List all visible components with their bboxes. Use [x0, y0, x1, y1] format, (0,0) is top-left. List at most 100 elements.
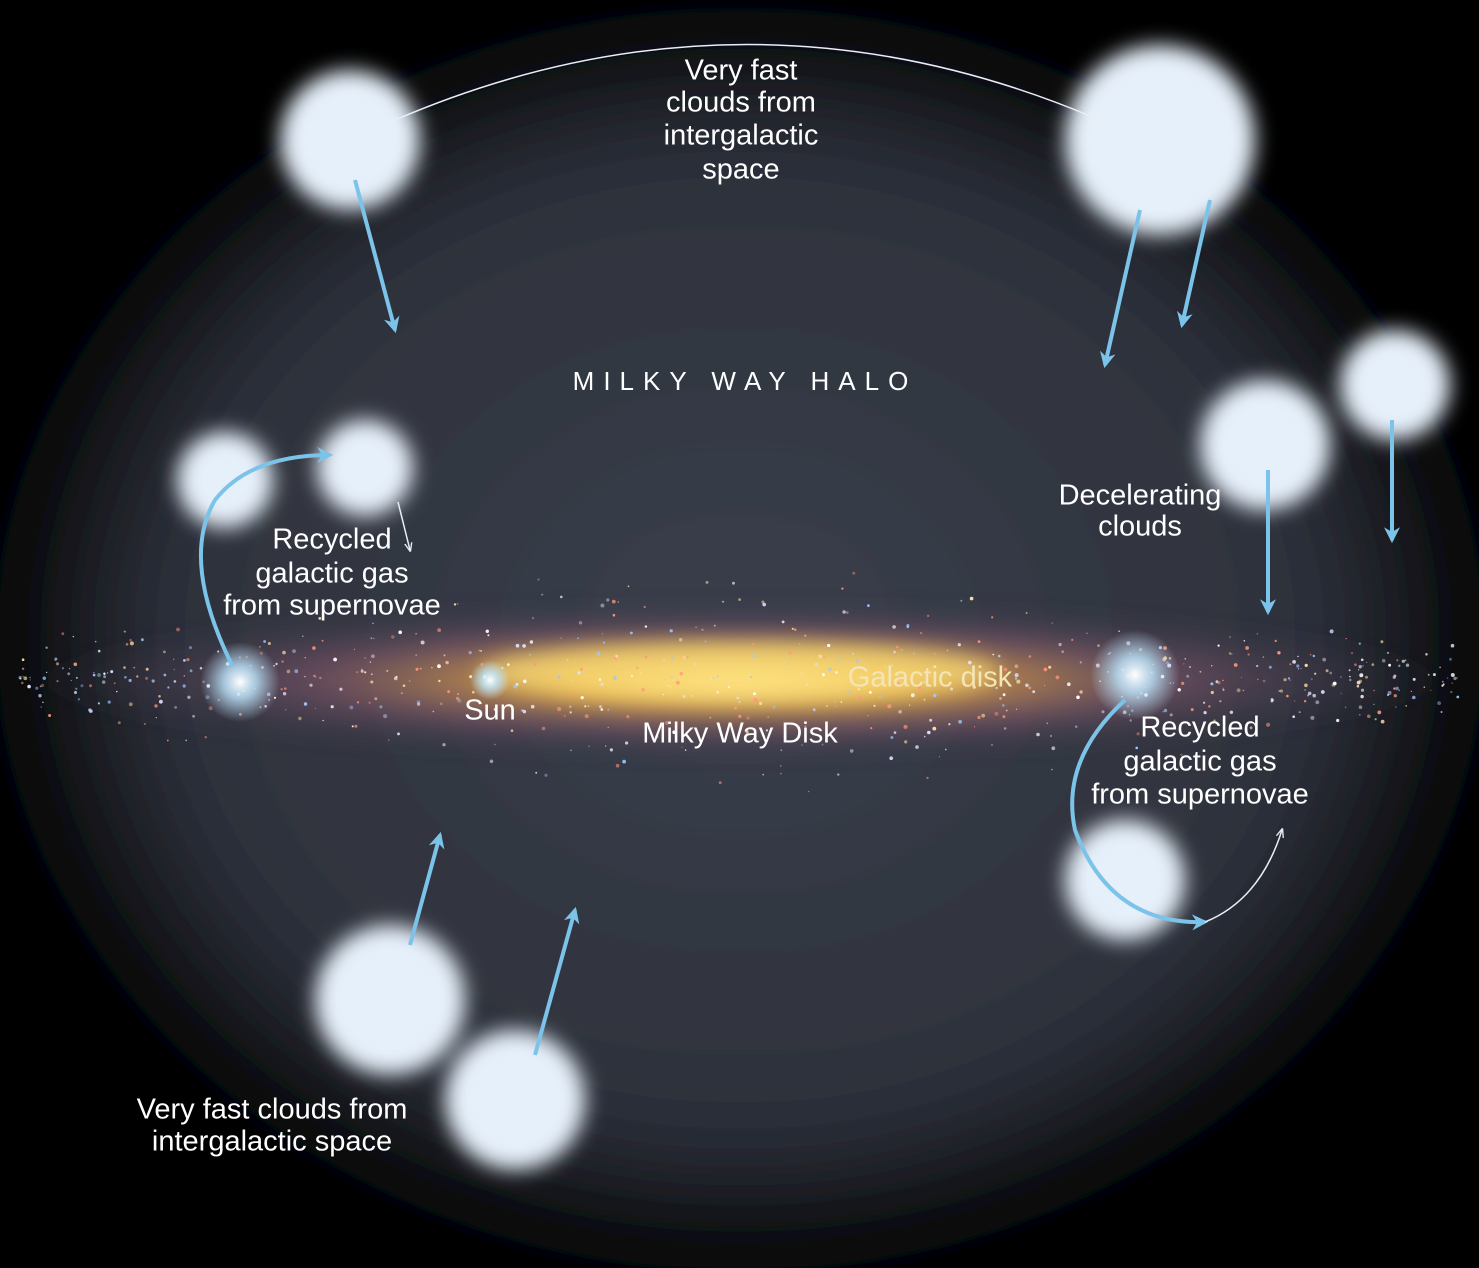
star — [1360, 695, 1363, 698]
star — [56, 680, 58, 682]
star — [183, 659, 186, 662]
star — [799, 643, 800, 644]
star — [1015, 673, 1019, 677]
star — [924, 699, 926, 701]
star — [107, 672, 108, 673]
star — [619, 666, 620, 667]
star — [88, 708, 91, 711]
star — [284, 687, 287, 690]
star — [469, 651, 472, 654]
star — [420, 668, 422, 670]
star — [1298, 668, 1299, 669]
star — [1263, 656, 1265, 658]
star — [350, 706, 354, 710]
label: Sun — [464, 695, 516, 727]
star — [1256, 665, 1258, 667]
star — [281, 660, 283, 662]
star — [531, 705, 535, 709]
star — [184, 675, 186, 677]
star — [599, 705, 602, 708]
star — [62, 667, 64, 669]
star — [753, 654, 757, 658]
star — [762, 774, 764, 776]
star — [1277, 651, 1280, 654]
star — [268, 642, 271, 645]
star — [839, 652, 841, 654]
star — [364, 671, 366, 673]
star — [97, 673, 101, 677]
star — [846, 611, 849, 614]
star — [535, 772, 537, 774]
star — [1456, 677, 1457, 678]
star — [22, 658, 25, 661]
star — [298, 717, 301, 720]
star — [129, 702, 133, 706]
star — [815, 663, 818, 666]
star — [302, 636, 304, 638]
star — [1002, 715, 1005, 718]
star — [1137, 732, 1140, 735]
star — [1443, 683, 1445, 685]
star — [1210, 682, 1213, 685]
star — [826, 705, 828, 707]
star — [487, 634, 489, 636]
star — [933, 652, 936, 655]
star — [1292, 715, 1295, 718]
star — [1290, 663, 1292, 665]
star — [737, 697, 739, 699]
star — [1029, 655, 1032, 658]
star — [1257, 679, 1259, 681]
star — [852, 572, 855, 575]
star — [1381, 720, 1385, 724]
supernova — [1090, 630, 1180, 720]
star — [1430, 690, 1431, 691]
star — [1349, 669, 1351, 671]
star — [114, 682, 116, 684]
star — [1394, 675, 1397, 678]
star — [333, 658, 337, 662]
star — [1245, 646, 1249, 650]
label: clouds — [1098, 511, 1182, 543]
star — [981, 714, 985, 718]
star — [1322, 658, 1326, 662]
star — [409, 680, 411, 682]
label: intergalactic space — [152, 1126, 392, 1158]
star — [1248, 653, 1250, 655]
label: Decelerating — [1059, 480, 1222, 512]
star — [1359, 665, 1362, 668]
star — [1359, 714, 1361, 716]
star — [605, 745, 606, 746]
star — [1362, 665, 1363, 666]
star — [588, 705, 590, 707]
star — [813, 708, 815, 710]
star — [1365, 676, 1368, 679]
star — [600, 604, 604, 608]
star — [616, 764, 620, 768]
label: galactic gas — [255, 558, 408, 590]
star — [738, 598, 741, 601]
star — [534, 663, 537, 666]
star — [1333, 682, 1337, 686]
cloud — [1065, 820, 1185, 940]
star — [602, 633, 603, 634]
star — [124, 676, 127, 679]
star — [1311, 679, 1312, 680]
star — [1326, 669, 1329, 672]
star — [626, 715, 629, 718]
star — [421, 641, 425, 645]
star — [1292, 660, 1296, 664]
star — [438, 680, 440, 682]
star — [1428, 674, 1430, 676]
star — [636, 667, 638, 669]
star — [521, 709, 524, 712]
star — [828, 668, 831, 671]
star — [29, 677, 30, 678]
star — [867, 715, 868, 716]
star — [827, 644, 830, 647]
star — [1046, 722, 1048, 724]
star — [440, 703, 443, 706]
star — [701, 629, 703, 631]
star — [454, 603, 456, 605]
star — [1300, 668, 1301, 669]
star — [788, 663, 790, 665]
